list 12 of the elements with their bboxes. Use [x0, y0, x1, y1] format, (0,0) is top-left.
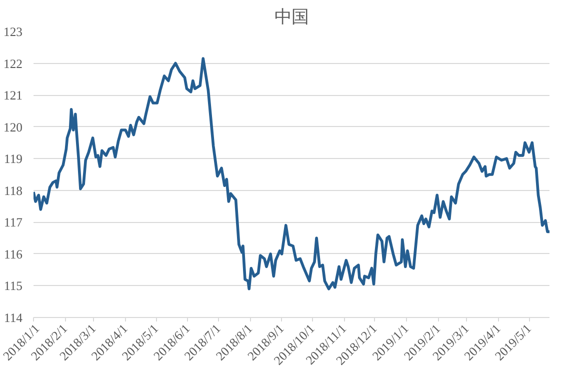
- y-tick-label: 122: [4, 56, 22, 71]
- y-tick-label: 121: [4, 88, 22, 103]
- y-tick-label: 114: [4, 311, 24, 325]
- y-tick-label: 118: [4, 184, 22, 198]
- y-tick-label: 123: [4, 25, 22, 39]
- y-tick-label: 117: [4, 216, 22, 230]
- y-tick-label: 120: [4, 120, 22, 134]
- line-series: [34, 57, 550, 290]
- y-tick-label: 119: [4, 152, 22, 166]
- chart-title: 中国: [274, 8, 308, 26]
- y-tick-label: 116: [4, 247, 22, 262]
- y-tick-label: 115: [4, 279, 22, 294]
